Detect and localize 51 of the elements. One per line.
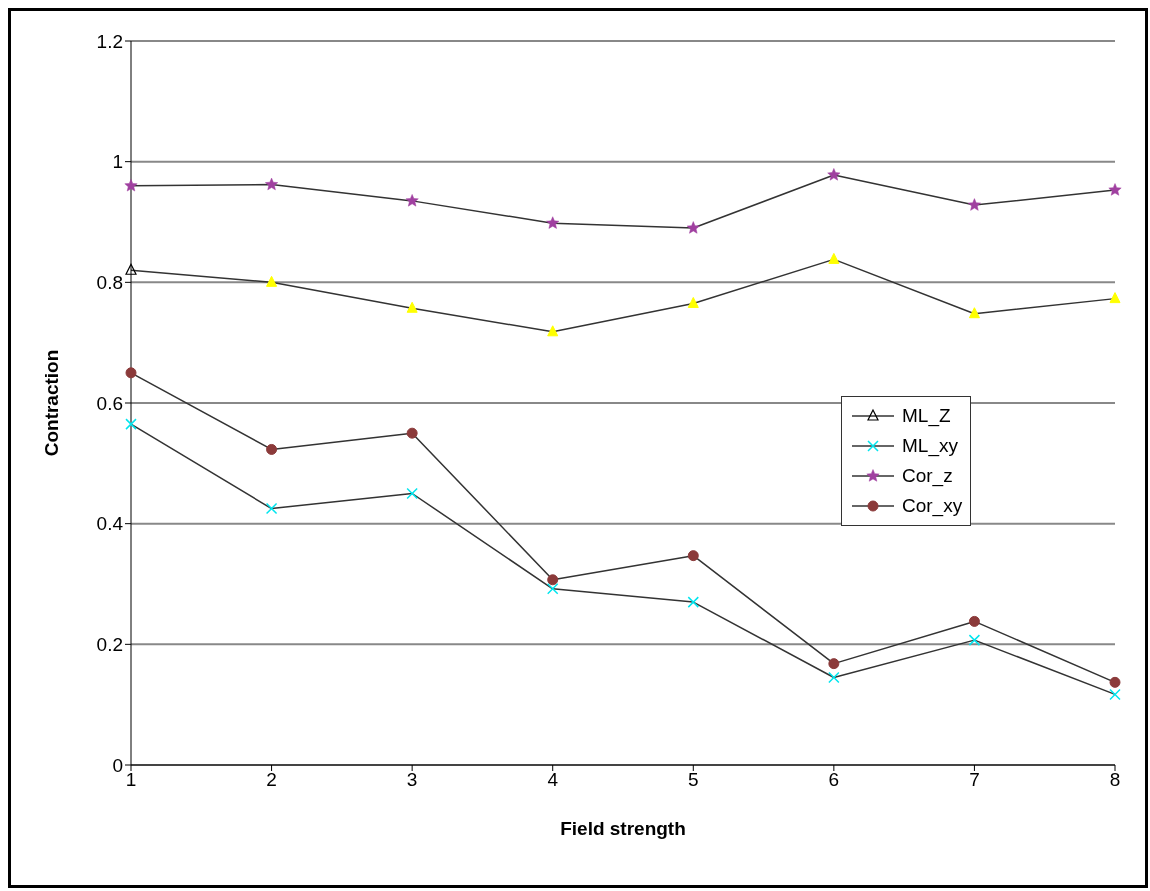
point xyxy=(968,307,980,319)
point xyxy=(1109,688,1121,701)
legend-label: Cor_z xyxy=(902,465,953,487)
point xyxy=(687,596,700,608)
point xyxy=(687,550,699,562)
x-tick-label: 3 xyxy=(406,769,418,791)
point xyxy=(406,427,418,439)
x-tick-label: 4 xyxy=(547,769,559,791)
point xyxy=(827,168,841,181)
point xyxy=(406,301,418,313)
point xyxy=(547,325,559,337)
x-tick-label: 2 xyxy=(266,769,277,791)
point xyxy=(546,583,559,595)
y-tick-label: 0.8 xyxy=(96,272,123,294)
point xyxy=(125,367,137,379)
point xyxy=(686,221,700,234)
point xyxy=(125,418,137,430)
point xyxy=(546,216,560,229)
point xyxy=(828,252,840,264)
point xyxy=(687,296,699,308)
y-tick-label: 0.2 xyxy=(96,634,123,656)
point xyxy=(405,194,419,207)
point xyxy=(968,198,981,211)
x-tick-label: 8 xyxy=(1109,769,1121,791)
y-axis-title: Contraction xyxy=(40,349,62,457)
legend-label: ML_xy xyxy=(902,435,958,457)
point xyxy=(828,671,840,684)
y-tick-label: 1.2 xyxy=(96,30,123,52)
point xyxy=(968,634,981,646)
point xyxy=(1108,183,1122,196)
point xyxy=(1109,676,1121,688)
x-axis-title: Field strength xyxy=(560,818,686,839)
point xyxy=(1109,292,1121,304)
legend-label: Cor_xy xyxy=(902,495,963,517)
point xyxy=(828,658,840,670)
y-tick-label: 0.4 xyxy=(96,513,124,535)
point xyxy=(265,177,278,191)
point xyxy=(124,179,138,192)
point xyxy=(265,502,278,515)
point xyxy=(266,443,278,455)
point xyxy=(547,574,559,586)
y-tick-label: 0.6 xyxy=(96,392,123,414)
y-tick-label: 0 xyxy=(112,754,123,776)
x-tick-label: 7 xyxy=(969,769,980,791)
point xyxy=(266,275,278,287)
y-tick-label: 1 xyxy=(112,151,123,173)
legend-label: ML_Z xyxy=(902,405,951,427)
point xyxy=(968,615,980,627)
x-tick-label: 6 xyxy=(828,769,840,791)
point xyxy=(406,487,418,500)
x-tick-label: 5 xyxy=(688,769,699,791)
